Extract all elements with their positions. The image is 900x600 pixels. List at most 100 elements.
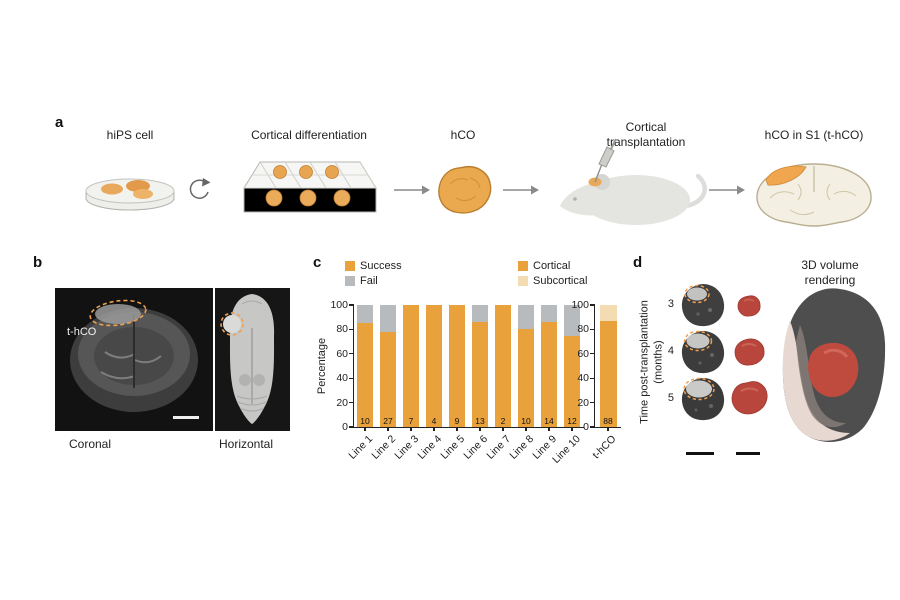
y-tick — [349, 304, 354, 306]
syringe-icon — [594, 138, 617, 183]
legend-item-cortical: Cortical — [518, 258, 587, 273]
brain-thumbnail-month4 — [681, 330, 725, 374]
bar-n-label: 27 — [383, 416, 393, 426]
bar-line-5 — [449, 305, 465, 427]
bar-n-label: 2 — [500, 416, 506, 426]
well-plate-illustration — [243, 161, 377, 213]
legend-label-success: Success — [360, 259, 402, 272]
bar-segment-fail — [564, 305, 580, 336]
bar-line-9 — [541, 305, 557, 427]
bar-line-6 — [472, 305, 488, 427]
petri-dish-illustration — [85, 178, 175, 211]
legend-item-success: Success — [345, 258, 402, 273]
x-tick — [364, 427, 366, 431]
panel-d: d 3D volume rendering Time post-transpla… — [630, 252, 892, 472]
bar-line-1 — [357, 305, 373, 427]
bar-segment-success — [472, 322, 488, 427]
horizontal-mri-image — [215, 288, 290, 431]
timepoint-5: 5 — [667, 392, 674, 404]
y-tick-label: 0 — [583, 421, 589, 433]
x-tick — [410, 427, 412, 431]
chart-plot-area: 0 20 40 60 80 100 88 t-hCO — [571, 299, 621, 461]
y-tick-label: 80 — [336, 323, 348, 336]
panel-b-label: b — [33, 254, 43, 271]
x-tick — [433, 427, 435, 431]
bar-n-label: 88 — [603, 416, 613, 426]
brain-thumbnail-month3 — [681, 284, 725, 327]
bar-line-4 — [426, 305, 442, 427]
success-fail-chart: 0 20 40 60 80 100 10 Line 1 27 Line 2 7 Line 3 4 Line… — [310, 252, 630, 477]
y-tick — [349, 426, 354, 428]
bar-line-10 — [564, 305, 580, 427]
chart-plot-area: 0 20 40 60 80 100 10 Line 1 27 Line 2 7 Line 3 4 Line… — [330, 299, 584, 466]
y-tick-label: 80 — [577, 323, 589, 336]
bar-n-label: 7 — [408, 416, 414, 426]
scale-bar — [173, 416, 199, 419]
bar-n-label: 9 — [454, 416, 460, 426]
bar-line-2 — [380, 305, 396, 427]
y-tick — [590, 353, 595, 355]
graft-outline-dashed — [220, 312, 244, 336]
y-tick — [349, 402, 354, 404]
time-axis-label: Time post-transplantation (months) — [638, 300, 667, 424]
panel-c: c Success Fail Cortical Subcortical Perc… — [310, 252, 630, 477]
caption-horizontal: Horizontal — [219, 437, 274, 451]
panel-d-label: d — [633, 254, 643, 271]
mouse-tail — [683, 173, 707, 209]
cortical-subcortical-chart: 0 20 40 60 80 100 88 t-hCO — [310, 252, 630, 477]
bar-segment-fail — [380, 305, 396, 332]
panel-b: b t-hCO — [33, 252, 303, 467]
y-tick — [590, 426, 595, 428]
bar-n-label: 12 — [567, 416, 577, 426]
y-tick-label: 60 — [577, 347, 589, 360]
organoid-render-month4 — [734, 338, 765, 366]
bar-segment-success — [357, 323, 373, 427]
rotate-arrow-icon — [189, 178, 211, 199]
panel-a: a hiPS cell Cortical differentiation — [0, 112, 900, 247]
y-tick — [349, 377, 354, 379]
step-title-hco-in-s1: hCO in S1 (t-hCO) — [764, 128, 864, 142]
x-tick — [479, 427, 481, 431]
x-tick — [525, 427, 527, 431]
t-hco-annotation: t-hCO — [67, 326, 97, 338]
bar-n-label: 10 — [521, 416, 531, 426]
step-title-cortical-transplantation: Cortical transplantation — [606, 120, 686, 149]
brain-slice-illustration — [756, 163, 872, 227]
arrow-icon — [394, 185, 430, 195]
x-tick — [502, 427, 504, 431]
coronal-brain-illustration — [55, 288, 213, 431]
y-tick — [590, 304, 595, 306]
legend-item-fail: Fail — [345, 273, 402, 288]
caption-coronal: Coronal — [69, 437, 112, 451]
brain-thumbnail-month5 — [681, 377, 725, 421]
bar-segment-success — [380, 331, 396, 427]
organoid-render-month3 — [737, 295, 761, 317]
panel-d-title: 3D volume rendering — [801, 258, 859, 287]
y-tick-label: 40 — [577, 372, 589, 385]
step-title-hco: hCO — [450, 128, 476, 142]
bar-segment-success — [564, 335, 580, 427]
panel-a-label: a — [55, 114, 64, 131]
scale-bar — [686, 452, 714, 455]
bar-segment-subcortical — [599, 305, 617, 321]
bar-segment-success — [403, 305, 419, 427]
legend-label-fail: Fail — [360, 274, 378, 287]
horizontal-brain-illustration — [215, 288, 290, 431]
panel-c-label: c — [313, 254, 322, 271]
legend-label-cortical: Cortical — [533, 259, 571, 272]
bar-n-label: 14 — [544, 416, 554, 426]
scale-bar — [736, 452, 760, 455]
legend-swatch-cortical — [518, 260, 528, 271]
y-tick — [349, 353, 354, 355]
bar-segment-success — [449, 305, 465, 427]
time-axis-label-line1: Time post-transplantation — [638, 300, 651, 424]
x-tick — [456, 427, 458, 431]
legend-label-subcortical: Subcortical — [533, 274, 588, 287]
legend-success-fail: Success Fail — [345, 258, 402, 288]
bar-segment-fail — [357, 305, 373, 324]
timepoint-3: 3 — [667, 298, 674, 310]
organoid-illustration — [438, 165, 492, 214]
bar-n-label: 10 — [360, 416, 370, 426]
legend-swatch-success — [345, 260, 355, 271]
